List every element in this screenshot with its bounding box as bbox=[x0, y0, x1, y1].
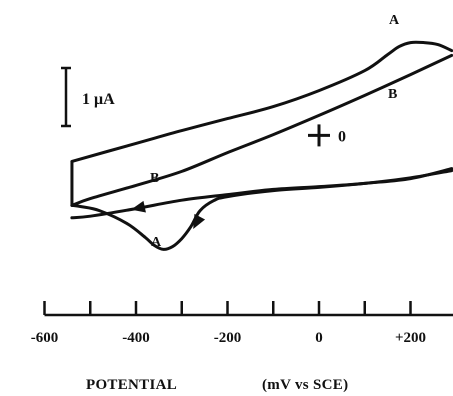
label-b-forward: B bbox=[388, 87, 397, 102]
arrow-a-reverse bbox=[193, 213, 206, 229]
x-axis bbox=[43, 301, 453, 317]
curves bbox=[70, 40, 453, 251]
x-tick-label: -600 bbox=[31, 330, 59, 346]
curve-b-reverse bbox=[70, 169, 453, 220]
x-tick-label: +200 bbox=[395, 330, 426, 346]
annotations: 1 μA 0 A A B B bbox=[61, 13, 400, 250]
x-tick-label: -200 bbox=[214, 330, 242, 346]
label-a-forward: A bbox=[389, 13, 400, 28]
scale-bar bbox=[61, 66, 71, 128]
x-tick-label: -400 bbox=[122, 330, 150, 346]
x-tick-labels: -600 -400 -200 0 +200 bbox=[31, 330, 426, 346]
curve-b-forward bbox=[70, 53, 453, 207]
label-a-reverse: A bbox=[151, 235, 162, 250]
arrow-b-reverse bbox=[131, 200, 146, 213]
zero-current-label: 0 bbox=[338, 128, 346, 145]
x-axis-unit: (mV vs SCE) bbox=[262, 377, 348, 393]
curve-a-forward bbox=[70, 40, 453, 163]
x-axis-title: POTENTIAL bbox=[86, 377, 177, 393]
x-tick-label: 0 bbox=[315, 330, 323, 346]
scale-bar-label: 1 μA bbox=[82, 91, 115, 108]
zero-current-marker bbox=[308, 124, 330, 147]
label-b-reverse: B bbox=[150, 171, 159, 186]
